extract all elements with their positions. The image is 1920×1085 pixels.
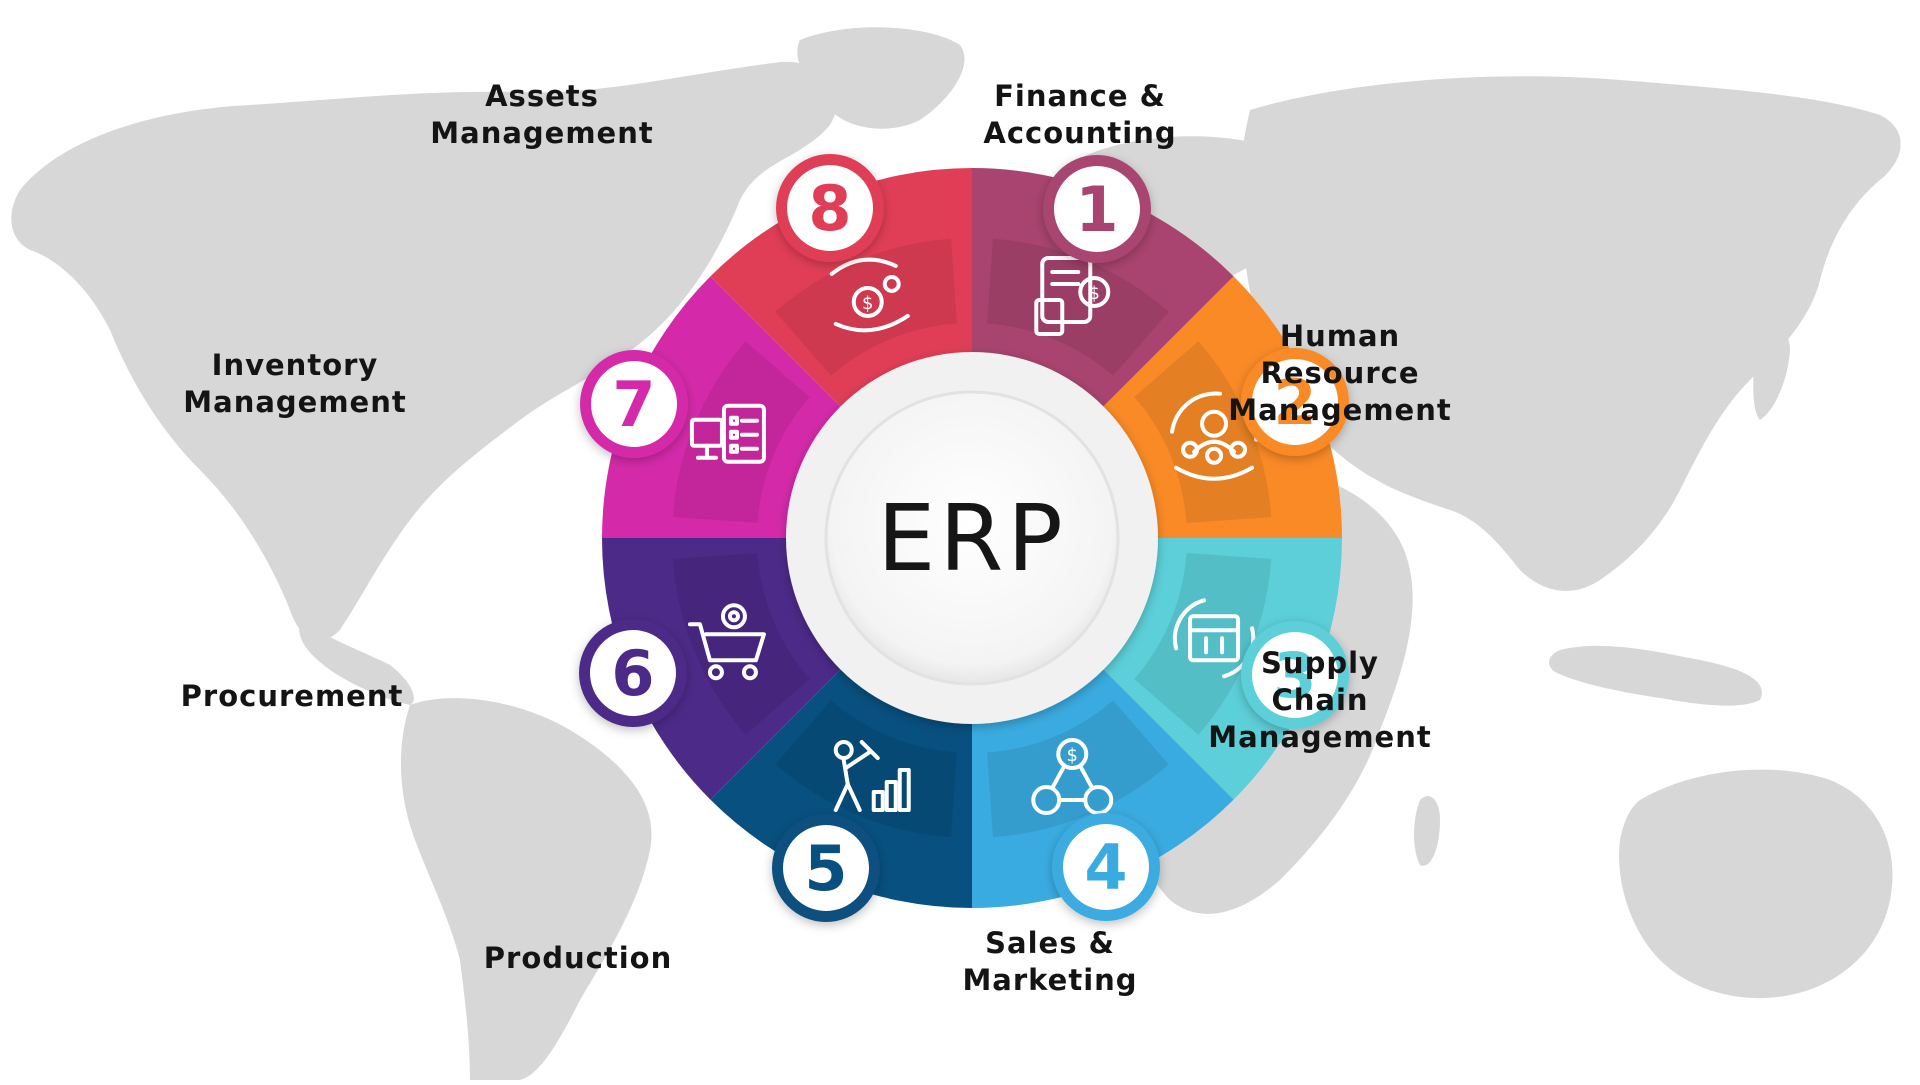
module-label-1: Finance & Accounting (930, 78, 1230, 152)
module-label-line: Assets (485, 79, 599, 113)
segment-2-panel (1134, 341, 1272, 524)
module-label-line: Management (1228, 393, 1452, 427)
module-badge-4: 4 (1052, 813, 1160, 921)
badge-disc (591, 361, 677, 447)
badge-number: 2 (1273, 366, 1316, 439)
madagascar-shape (1414, 796, 1440, 866)
segment-6 (602, 538, 849, 800)
erp-hub: ERP (786, 352, 1158, 724)
module-label-line: Procurement (180, 679, 404, 713)
erp-center-label: ERP (877, 485, 1067, 592)
module-label-line: Management (183, 385, 407, 419)
module-label-line: Human (1279, 319, 1401, 353)
japan-shape (1753, 326, 1790, 420)
south-america-shape (400, 698, 652, 1080)
worker-chart-icon (833, 740, 911, 813)
svg-text:$: $ (1067, 745, 1078, 766)
greenland-shape (797, 27, 965, 129)
hub-inner-disc (824, 390, 1120, 686)
module-label-3: Supply Chain Management (1170, 645, 1470, 756)
segment-5 (710, 661, 972, 908)
segment-4 (972, 661, 1234, 909)
module-label-line: Inventory (211, 348, 379, 382)
module-label-5: Production (428, 940, 728, 977)
segment-1-panel (986, 238, 1169, 376)
world-map-background (11, 27, 1901, 1080)
module-badge-6: 6 (579, 619, 687, 727)
module-label-line: Marketing (962, 963, 1138, 997)
module-label-line: Resource (1260, 356, 1420, 390)
badge-number: 4 (1084, 831, 1127, 904)
team-cycle-icon (1170, 391, 1259, 481)
module-badge-1: 1 (1043, 155, 1151, 263)
module-label-line: Accounting (983, 116, 1177, 150)
module-badge-5: 5 (772, 814, 880, 922)
module-label-4: Sales & Marketing (900, 925, 1200, 999)
badge-disc (783, 825, 869, 911)
badge-number: 3 (1273, 639, 1316, 712)
badge-disc (1063, 824, 1149, 910)
badge-number: 5 (804, 832, 847, 905)
hands-coins-icon: $ (829, 257, 910, 333)
module-label-line: Management (430, 116, 654, 150)
australia-shape (1619, 769, 1893, 999)
svg-text:$: $ (1089, 283, 1100, 304)
badge-number: 8 (808, 172, 851, 245)
module-label-6: Procurement (142, 678, 442, 715)
module-badge-7: 7 (580, 350, 688, 458)
segment-7-panel (672, 341, 810, 524)
module-label-line: Production (483, 941, 673, 975)
badge-disc (1054, 166, 1140, 252)
segment-5-panel (775, 700, 958, 838)
module-label-line: Chain (1271, 683, 1369, 717)
badge-disc (787, 165, 873, 251)
dollar-network-icon: $ (1031, 738, 1114, 816)
asia-shape (1240, 76, 1901, 591)
segment-3-panel (1134, 552, 1272, 735)
svg-text:$: $ (862, 293, 873, 314)
badge-disc (1252, 359, 1338, 445)
segment-3 (1095, 538, 1342, 800)
module-label-2: Human Resource Management (1190, 318, 1490, 429)
north-america-shape (11, 61, 838, 641)
badge-number: 6 (611, 637, 654, 710)
segment-2 (1095, 276, 1342, 538)
calculator-dollar-icon: $ (1034, 255, 1111, 336)
module-label-7: Inventory Management (145, 347, 445, 421)
module-label-line: Supply (1261, 646, 1379, 680)
segment-8 (710, 168, 972, 415)
module-label-line: Finance & (994, 79, 1166, 113)
module-badge-2: 2 (1241, 348, 1349, 456)
central-america-shape (299, 620, 414, 705)
erp-wheel: $1 2 3 $4 5 6 7 $8 (579, 154, 1349, 922)
monitor-checklist-icon (689, 403, 766, 464)
badge-number: 7 (612, 368, 655, 441)
segment-1 (972, 168, 1234, 415)
module-label-8: Assets Management (392, 78, 692, 152)
badge-number: 1 (1075, 173, 1118, 246)
cart-gear-icon (687, 603, 766, 681)
indonesia-shape (1548, 645, 1762, 706)
segment-6-panel (672, 552, 810, 735)
module-label-line: Management (1208, 720, 1432, 754)
module-badge-3: 3 (1241, 621, 1349, 729)
badge-disc (590, 630, 676, 716)
badge-disc (1252, 632, 1338, 718)
module-label-line: Sales & (985, 926, 1115, 960)
segment-8-panel (775, 238, 958, 376)
module-badge-8: 8 (776, 154, 884, 262)
